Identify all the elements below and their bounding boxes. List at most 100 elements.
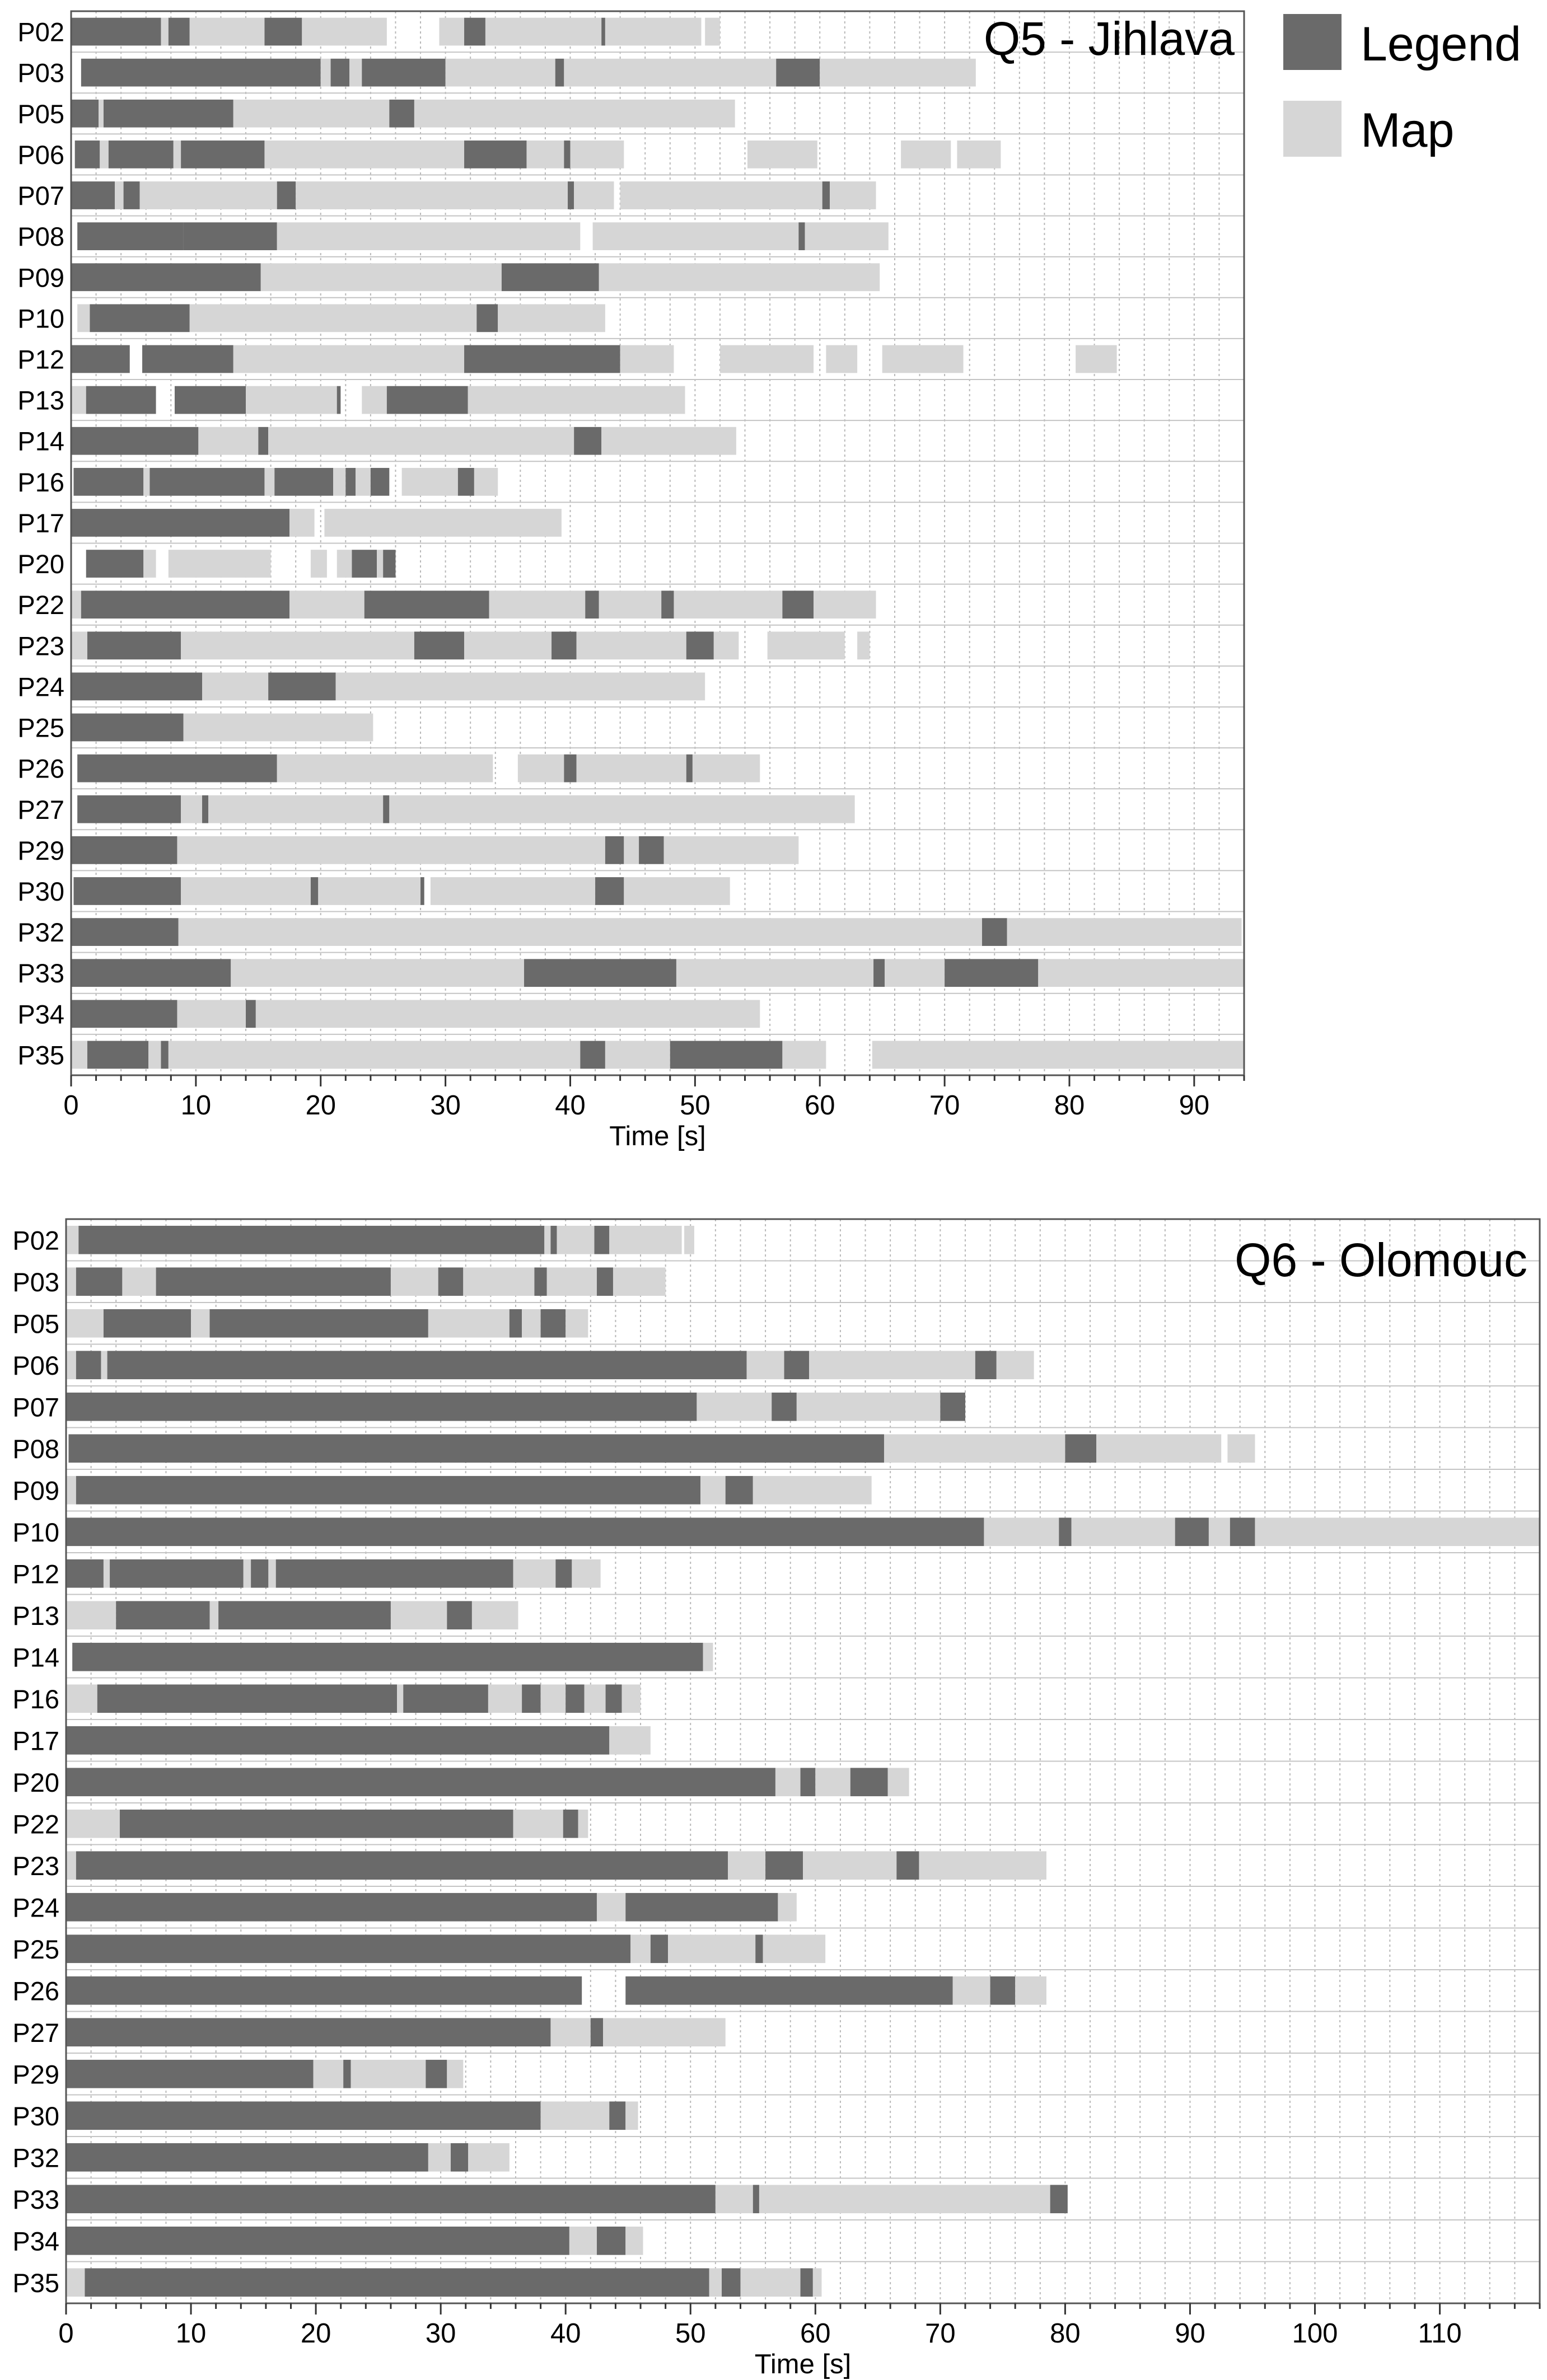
bar-segment-map bbox=[957, 140, 1001, 168]
bar-segment-map bbox=[66, 2268, 85, 2297]
bar-segment-legend bbox=[800, 1768, 816, 1797]
bar-segment-legend bbox=[71, 17, 161, 46]
bar-segment-legend bbox=[426, 2059, 447, 2088]
bar-segment-map bbox=[713, 631, 739, 660]
bar-segment-legend bbox=[457, 467, 474, 496]
bar-segment-map bbox=[620, 181, 822, 209]
bar-segment-legend bbox=[594, 1225, 610, 1254]
bar-segment-map bbox=[161, 17, 169, 46]
bar-segment-legend bbox=[76, 1851, 728, 1880]
bar-segment-map bbox=[474, 467, 498, 496]
bar-segment-legend bbox=[181, 140, 265, 168]
row-label: P34 bbox=[17, 999, 64, 1029]
bar-segment-map bbox=[71, 386, 86, 414]
bar-segment-legend bbox=[590, 2018, 604, 2047]
bar-segment-map bbox=[289, 591, 364, 619]
bar-segment-map bbox=[820, 58, 976, 87]
row-label: P14 bbox=[17, 427, 64, 456]
bar-segment-map bbox=[489, 591, 586, 619]
bar-segment-legend bbox=[336, 386, 341, 414]
bar-segment-legend bbox=[183, 222, 277, 250]
row-label: P10 bbox=[17, 303, 64, 333]
row-label: P02 bbox=[12, 1225, 59, 1255]
row-label: P09 bbox=[12, 1475, 59, 1505]
bar-segment-legend bbox=[66, 1559, 104, 1588]
x-tick-label: 10 bbox=[176, 2318, 207, 2349]
bar-segment-map bbox=[700, 1475, 726, 1505]
bar-segment-map bbox=[143, 467, 150, 496]
bar-segment-legend bbox=[555, 1559, 572, 1588]
bar-segment-legend bbox=[274, 467, 334, 496]
row-label: P06 bbox=[17, 140, 64, 170]
row-label: P35 bbox=[12, 2268, 59, 2298]
bar-segment-map bbox=[268, 427, 574, 455]
bar-segment-legend bbox=[68, 1434, 884, 1463]
bar-segment-legend bbox=[563, 1809, 578, 1838]
bar-segment-legend bbox=[990, 1976, 1016, 2005]
bar-segment-legend bbox=[66, 2185, 716, 2214]
bar-segment-map bbox=[277, 222, 581, 250]
bar-segment-legend bbox=[1059, 1517, 1072, 1547]
row-label: P07 bbox=[17, 181, 64, 210]
bar-segment-map bbox=[71, 1041, 87, 1069]
row-label: P16 bbox=[17, 467, 64, 497]
bar-segment-legend bbox=[414, 631, 465, 660]
bar-segment-map bbox=[517, 754, 564, 783]
bar-segment-map bbox=[414, 99, 735, 128]
x-tick-label: 30 bbox=[426, 2318, 456, 2349]
chart-title: Q5 - Jihlava bbox=[984, 12, 1235, 65]
bar-segment-map bbox=[697, 1392, 772, 1421]
bar-segment-legend bbox=[596, 2226, 626, 2255]
bar-segment-map bbox=[397, 1684, 404, 1713]
bar-segment-map bbox=[526, 140, 564, 168]
bar-segment-map bbox=[389, 795, 855, 823]
bar-segment-map bbox=[139, 181, 277, 209]
bar-segment-map bbox=[439, 17, 465, 46]
bar-segment-map bbox=[522, 1309, 541, 1338]
bar-segment-legend bbox=[66, 1768, 775, 1797]
x-tick-label: 110 bbox=[1418, 2318, 1461, 2349]
bar-segment-legend bbox=[403, 1684, 488, 1713]
x-axis-label: Time [s] bbox=[755, 2349, 851, 2379]
bar-segment-map bbox=[488, 1684, 522, 1713]
bar-segment-map bbox=[884, 1434, 1065, 1463]
bar-segment-map bbox=[540, 2101, 610, 2130]
x-tick-label: 40 bbox=[555, 1090, 586, 1121]
bar-segment-map bbox=[233, 99, 390, 128]
bar-segment-legend bbox=[534, 1267, 547, 1296]
bar-segment-map bbox=[209, 1601, 219, 1630]
row-label: P14 bbox=[12, 1642, 59, 1672]
bar-segment-legend bbox=[268, 672, 336, 701]
bar-segment-map bbox=[703, 1642, 713, 1671]
bar-segment-map bbox=[815, 1768, 850, 1797]
bar-segment-map bbox=[428, 1309, 510, 1338]
bar-segment-map bbox=[775, 1768, 801, 1797]
row-label: P33 bbox=[17, 958, 64, 988]
row-label: P34 bbox=[12, 2226, 59, 2256]
bar-segment-legend bbox=[1230, 1517, 1255, 1547]
bar-segment-map bbox=[1038, 959, 1244, 987]
bar-segment-legend bbox=[258, 427, 269, 455]
bar-segment-map bbox=[66, 1309, 104, 1338]
bar-segment-legend bbox=[71, 918, 179, 946]
bar-segment-legend bbox=[66, 2059, 314, 2088]
bar-segment-map bbox=[71, 591, 81, 619]
bar-segment-map bbox=[747, 140, 817, 168]
bar-segment-legend bbox=[1050, 2185, 1068, 2214]
bar-segment-legend bbox=[772, 1392, 797, 1421]
row-label: P06 bbox=[12, 1351, 59, 1380]
bar-segment-legend bbox=[982, 918, 1007, 946]
chart-title: Q6 - Olomouc bbox=[1235, 1234, 1527, 1286]
bar-segment-legend bbox=[77, 222, 184, 250]
bar-segment-map bbox=[336, 550, 352, 578]
bar-segment-legend bbox=[565, 1684, 585, 1713]
bar-segment-legend bbox=[78, 1225, 545, 1254]
legend-label-legend: Legend bbox=[1361, 17, 1521, 71]
bar-segment-legend bbox=[108, 140, 174, 168]
bar-segment-legend bbox=[66, 1892, 597, 1922]
bar-segment-legend bbox=[72, 1642, 703, 1671]
bar-segment-legend bbox=[81, 591, 290, 619]
bar-segment-legend bbox=[90, 304, 190, 332]
bar-segment-legend bbox=[755, 1934, 763, 1964]
bar-segment-map bbox=[66, 1601, 116, 1630]
